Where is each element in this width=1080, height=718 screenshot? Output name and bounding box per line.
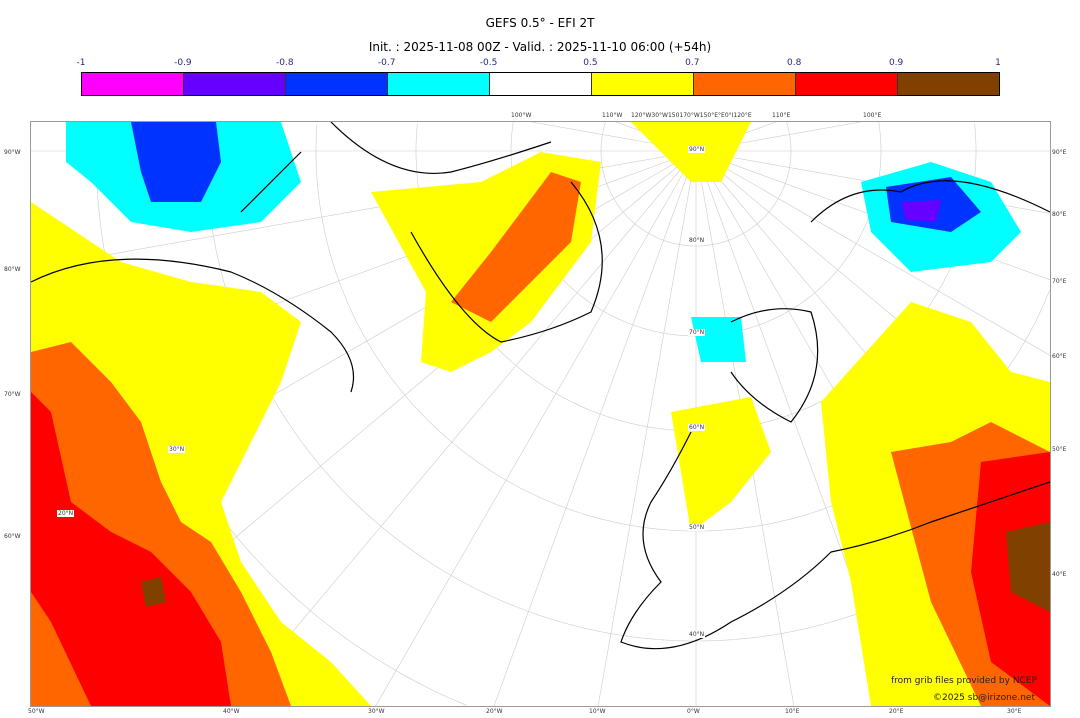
anomaly-cyan — [691, 317, 746, 362]
lat-label: 90°N — [688, 146, 706, 153]
axis-label-bottom: 40°W — [223, 708, 240, 715]
axis-label-left: 80°W — [4, 266, 21, 273]
axis-label-bottom: 0°W — [687, 708, 700, 715]
lat-label: 60°N — [688, 424, 706, 431]
colorbar-segment — [286, 73, 388, 95]
colorbar-tick: 0.5 — [583, 58, 598, 68]
anomaly-brown — [141, 577, 166, 607]
axis-label-right: 40°E — [1052, 571, 1067, 578]
parallel-line — [600, 122, 792, 247]
axis-label-left: 70°W — [4, 391, 21, 398]
colorbar-tick: -1 — [76, 58, 86, 68]
map-title: GEFS 0.5° - EFI 2T — [485, 16, 595, 30]
axis-label-right: 60°E — [1052, 353, 1067, 360]
anomaly-blue — [131, 122, 221, 202]
axis-label-bottom: 50°W — [28, 708, 45, 715]
credit-copyright: ©2025 sb@irizone.net — [933, 693, 1035, 703]
axis-label-bottom: 30°E — [1007, 708, 1022, 715]
colorbar-segment — [184, 73, 286, 95]
efi-map — [31, 122, 1050, 706]
anomaly-yellow — [671, 397, 771, 532]
map-area — [30, 121, 1051, 707]
lat-label: 70°N — [688, 329, 706, 336]
colorbar-tick: -0.7 — [377, 58, 396, 68]
colorbar — [81, 72, 1000, 96]
lat-label: 40°N — [688, 631, 706, 638]
axis-label-bottom: 20°W — [486, 708, 503, 715]
colorbar-tick: -0.8 — [275, 58, 294, 68]
lat-label: 20°N — [57, 510, 75, 517]
credit-source: from grib files provided by NCEP — [891, 676, 1037, 686]
colorbar-segment — [898, 73, 999, 95]
anomaly-orange — [451, 172, 581, 322]
axis-label-top: 100°W — [511, 112, 532, 119]
colorbar-tick: 0.9 — [888, 58, 904, 68]
axis-label-right: 50°E — [1052, 446, 1067, 453]
lat-label: 30°N — [168, 446, 186, 453]
meridian-line — [375, 150, 697, 706]
colorbar-segment — [388, 73, 490, 95]
meridian-line — [597, 150, 697, 706]
axis-label-top: 110°W — [602, 112, 623, 119]
colorbar-segment — [694, 73, 796, 95]
axis-label-bottom: 30°W — [368, 708, 385, 715]
meridian-line — [493, 150, 697, 706]
axis-label-bottom: 20°E — [889, 708, 904, 715]
axis-label-right: 70°E — [1052, 278, 1067, 285]
colorbar-tick: -0.9 — [174, 58, 192, 68]
colorbar-segment — [82, 73, 184, 95]
axis-label-top: 110°E — [772, 112, 791, 119]
meridian-line — [695, 150, 1050, 356]
anomaly-brown — [1006, 522, 1050, 612]
colorbar-segment — [796, 73, 898, 95]
colorbar-tick: 0.7 — [685, 58, 700, 68]
axis-label-top: 120°W30°W150170°W150°E°E0°I120°E — [631, 112, 752, 119]
colorbar-segment — [592, 73, 694, 95]
lat-label: 50°N — [688, 524, 706, 531]
axis-label-right: 90°E — [1052, 149, 1067, 156]
axis-label-left: 60°W — [4, 533, 21, 540]
axis-label-bottom: 10°W — [589, 708, 606, 715]
lat-label: 80°N — [688, 237, 706, 244]
map-subtitle: Init. : 2025-11-08 00Z - Valid. : 2025-1… — [368, 40, 712, 54]
anomaly-red — [31, 392, 231, 706]
coastline — [620, 180, 1050, 650]
axis-label-top: 100°E — [863, 112, 882, 119]
colorbar-tick: -0.5 — [479, 58, 498, 68]
axis-label-left: 90°W — [4, 149, 21, 156]
anomaly-violet — [901, 200, 941, 222]
axis-label-right: 80°E — [1052, 211, 1067, 218]
colorbar-tick: 0.8 — [787, 58, 802, 68]
colorbar-tick: 1 — [995, 58, 1001, 68]
meridian-line — [230, 150, 697, 706]
coastline — [31, 122, 603, 393]
colorbar-segment — [490, 73, 592, 95]
axis-label-bottom: 10°E — [785, 708, 800, 715]
